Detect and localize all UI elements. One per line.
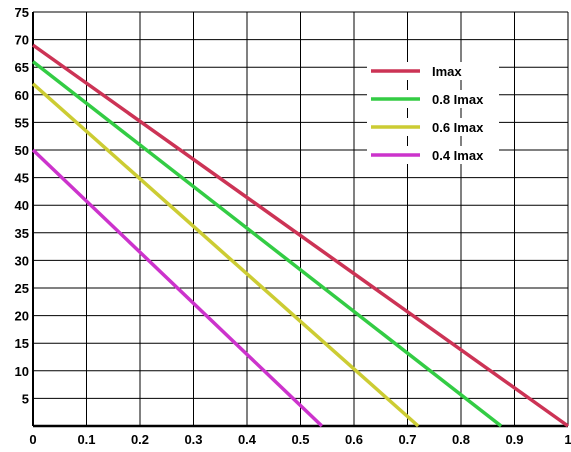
x-tick-label: 0.9 <box>505 432 523 447</box>
y-tick-label: 60 <box>15 88 29 103</box>
series-line-2 <box>31 60 503 428</box>
y-tick-label: 55 <box>15 115 29 130</box>
x-tick-label: 0 <box>29 432 36 447</box>
legend-entry-background <box>367 90 499 108</box>
y-tick-label: 50 <box>15 143 29 158</box>
legend-label: 0.4 Imax <box>432 148 484 163</box>
y-tick-label: 70 <box>15 33 29 48</box>
series-lines <box>31 43 570 428</box>
x-tick-label: 0.2 <box>131 432 149 447</box>
y-tick-label: 75 <box>15 5 29 20</box>
y-tick-label: 20 <box>15 309 29 324</box>
x-tick-label: 0.4 <box>238 432 257 447</box>
legend-label: 0.8 Imax <box>432 92 484 107</box>
legend: Imax 0.8 Imax 0.6 Imax 0.4 Imax <box>367 62 499 164</box>
x-tick-label: 0.6 <box>345 432 363 447</box>
y-tick-label: 5 <box>22 391 29 406</box>
y-tick-label: 30 <box>15 253 29 268</box>
x-tick-label: 0.3 <box>184 432 202 447</box>
y-tick-label: 65 <box>15 60 29 75</box>
x-tick-label: 0.8 <box>452 432 470 447</box>
legend-entry-background <box>367 62 499 80</box>
series-line-3 <box>31 82 420 428</box>
y-tick-label: 25 <box>15 281 29 296</box>
y-tick-label: 10 <box>15 364 29 379</box>
y-tick-label: 40 <box>15 198 29 213</box>
x-tick-label: 0.1 <box>77 432 95 447</box>
axes <box>32 12 568 428</box>
y-tick-labels: 5 10 15 20 25 30 35 40 45 50 55 60 65 70 75 <box>15 5 29 406</box>
legend-label: 0.6 Imax <box>432 120 484 135</box>
legend-label: Imax <box>432 64 462 79</box>
x-tick-labels: 0 0.1 0.2 0.3 0.4 0.5 0.6 0.7 0.8 0.9 1 <box>29 432 571 447</box>
legend-entry-background <box>367 118 499 136</box>
x-tick-label: 1 <box>564 432 571 447</box>
legend-entry-background <box>367 146 499 164</box>
x-tick-label: 0.5 <box>291 432 309 447</box>
y-tick-label: 35 <box>15 226 29 241</box>
series-line-1 <box>31 43 570 428</box>
x-tick-label: 0.7 <box>398 432 416 447</box>
series-line-4 <box>31 148 324 428</box>
y-tick-label: 45 <box>15 171 29 186</box>
y-tick-label: 15 <box>15 336 29 351</box>
